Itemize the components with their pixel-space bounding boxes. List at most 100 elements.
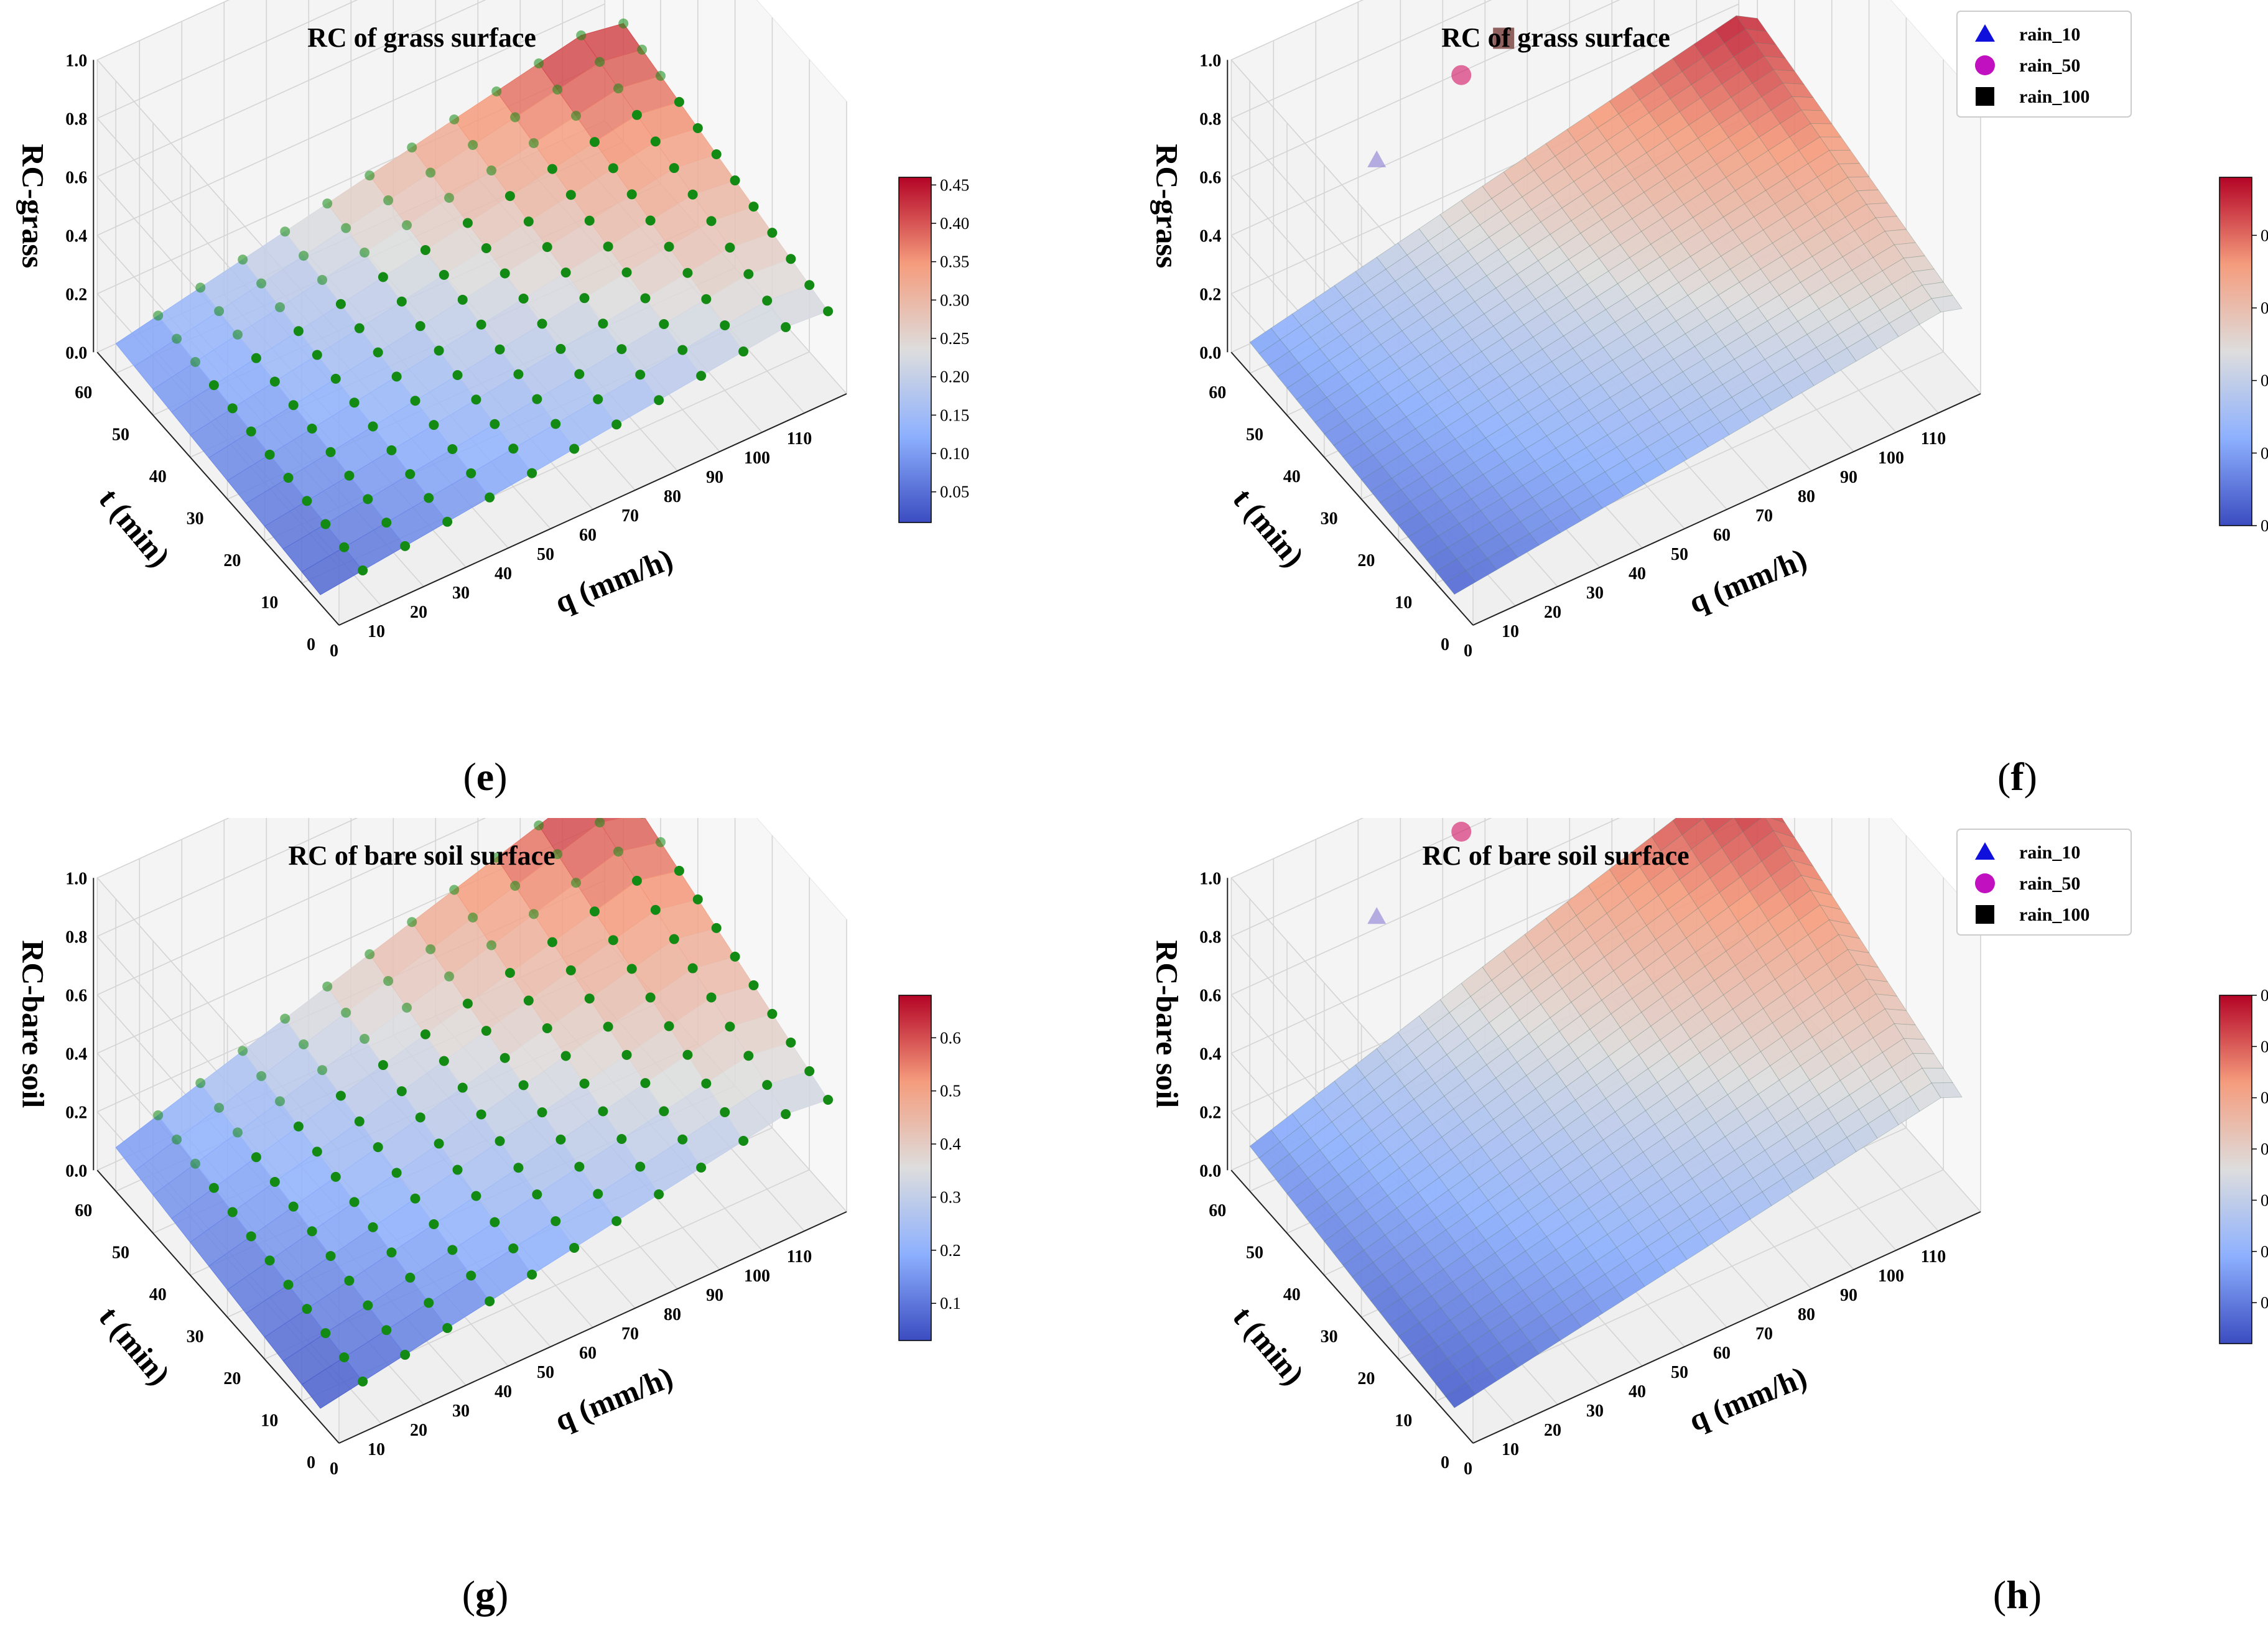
q-tick-label: 60: [579, 1344, 597, 1363]
colorbar-tick-label: 0.3: [2261, 1191, 2268, 1209]
measured-point: [420, 244, 430, 255]
measured-point: [312, 1146, 322, 1157]
measured-point: [593, 1189, 603, 1199]
measured-point: [626, 189, 637, 200]
t-axis-line: [1230, 351, 1474, 626]
measured-point: [555, 1134, 566, 1145]
measured-point: [551, 419, 561, 429]
measured-point: [386, 445, 397, 455]
measured-point: [344, 1275, 355, 1286]
measured-point: [631, 109, 642, 120]
measured-point: [654, 1189, 664, 1199]
measured-point: [471, 1191, 481, 1201]
measured-point: [645, 215, 656, 226]
colorbar: [898, 995, 932, 1341]
t-axis-label: t (min): [92, 1299, 177, 1392]
measured-point: [613, 846, 623, 857]
surface-patch: [1856, 189, 1889, 205]
measured-point: [339, 542, 350, 552]
measured-point: [659, 1106, 669, 1117]
t-tick-label: 50: [112, 1243, 129, 1263]
q-tick-label: 90: [706, 1286, 723, 1305]
legend-marker-triangle: [1975, 842, 1995, 860]
z-tick-label: 0.6: [1199, 986, 1221, 1005]
t-tick-label: 0: [1441, 635, 1449, 654]
measured-point: [269, 376, 280, 387]
q-tick-label: 40: [495, 1382, 512, 1401]
chart-panel-e: 0 10 20 30 40 50 60 70 80 90 100 110 0 10 20 30 40 50 60 0.…: [0, 0, 1134, 818]
measured-point: [781, 322, 791, 332]
measured-point: [283, 473, 294, 483]
q-axis-label: q (mm/h): [550, 541, 677, 620]
measured-point: [471, 394, 481, 405]
chart-title: RC of grass surface: [307, 22, 536, 53]
measured-point: [547, 164, 557, 174]
measured-point: [598, 318, 608, 329]
measured-point: [504, 191, 515, 202]
measured-point: [442, 516, 453, 527]
measured-point: [527, 1269, 537, 1280]
measured-point: [238, 254, 248, 265]
axes-3d: [93, 0, 847, 626]
q-tick-label: 10: [1502, 1440, 1519, 1459]
legend-box: [1956, 11, 2132, 118]
measured-point: [153, 310, 164, 321]
measured-point: [608, 163, 618, 174]
q-axis-line: [1472, 393, 1981, 626]
colorbar-tick-label: 0.6: [940, 1028, 961, 1047]
surface-patch: [1922, 282, 1953, 299]
measured-point: [491, 86, 502, 96]
colorbar-tick-label: 0.4: [2261, 226, 2268, 244]
measured-point: [410, 396, 421, 406]
measured-point: [349, 397, 360, 408]
q-tick-label: 50: [1671, 1363, 1688, 1382]
measured-point: [608, 935, 618, 946]
z-tick-label: 0.2: [1199, 285, 1221, 304]
t-axis-line: [96, 1169, 340, 1444]
measured-point: [674, 96, 684, 107]
q-tick-label: 0: [1464, 1459, 1472, 1479]
measured-point: [476, 1109, 486, 1120]
panel-caption: (f): [1997, 755, 2037, 799]
measured-point: [823, 1095, 834, 1105]
measured-point: [415, 1112, 425, 1123]
measured-point: [491, 852, 502, 863]
colorbar-tick-label: 0.6: [2261, 1037, 2268, 1056]
colorbar-tick-label: 0.05: [940, 483, 969, 501]
legend-label: rain_100: [2019, 904, 2089, 925]
measured-point: [444, 971, 454, 982]
grid-line-t: [301, 877, 810, 1402]
q-tick-label: 0: [330, 641, 338, 661]
measured-point: [452, 1164, 463, 1175]
measured-point: [396, 1086, 407, 1097]
measured-point: [264, 449, 275, 460]
measured-point: [402, 1002, 412, 1013]
measured-point: [339, 1352, 350, 1362]
t-tick-label: 10: [1395, 1411, 1412, 1431]
measured-point: [495, 344, 505, 355]
grid-line-z: [1230, 0, 1474, 333]
measured-point: [373, 347, 383, 358]
colorbar-tick-label: 0.2: [940, 1241, 961, 1260]
measured-point: [269, 1176, 280, 1187]
measured-point: [447, 1245, 458, 1255]
z-tick-label: 0.4: [65, 226, 87, 246]
measured-point: [595, 818, 605, 828]
measured-point: [434, 345, 444, 356]
measured-point: [542, 1023, 552, 1033]
measured-point: [569, 1242, 580, 1253]
t-tick-label: 10: [261, 593, 278, 613]
measured-point: [656, 837, 666, 847]
measured-point: [378, 272, 388, 282]
measured-point: [172, 333, 182, 344]
measured-point: [299, 1039, 309, 1049]
z-tick-label: 0.4: [1199, 1044, 1221, 1064]
measured-point: [424, 1298, 434, 1308]
chart-title: RC of grass surface: [1441, 22, 1670, 53]
measured-point: [425, 167, 436, 178]
measured-point: [565, 965, 576, 975]
measured-point: [476, 319, 486, 330]
measured-point: [560, 267, 571, 278]
measured-point: [696, 1163, 707, 1173]
t-tick-label: 60: [75, 1201, 92, 1220]
